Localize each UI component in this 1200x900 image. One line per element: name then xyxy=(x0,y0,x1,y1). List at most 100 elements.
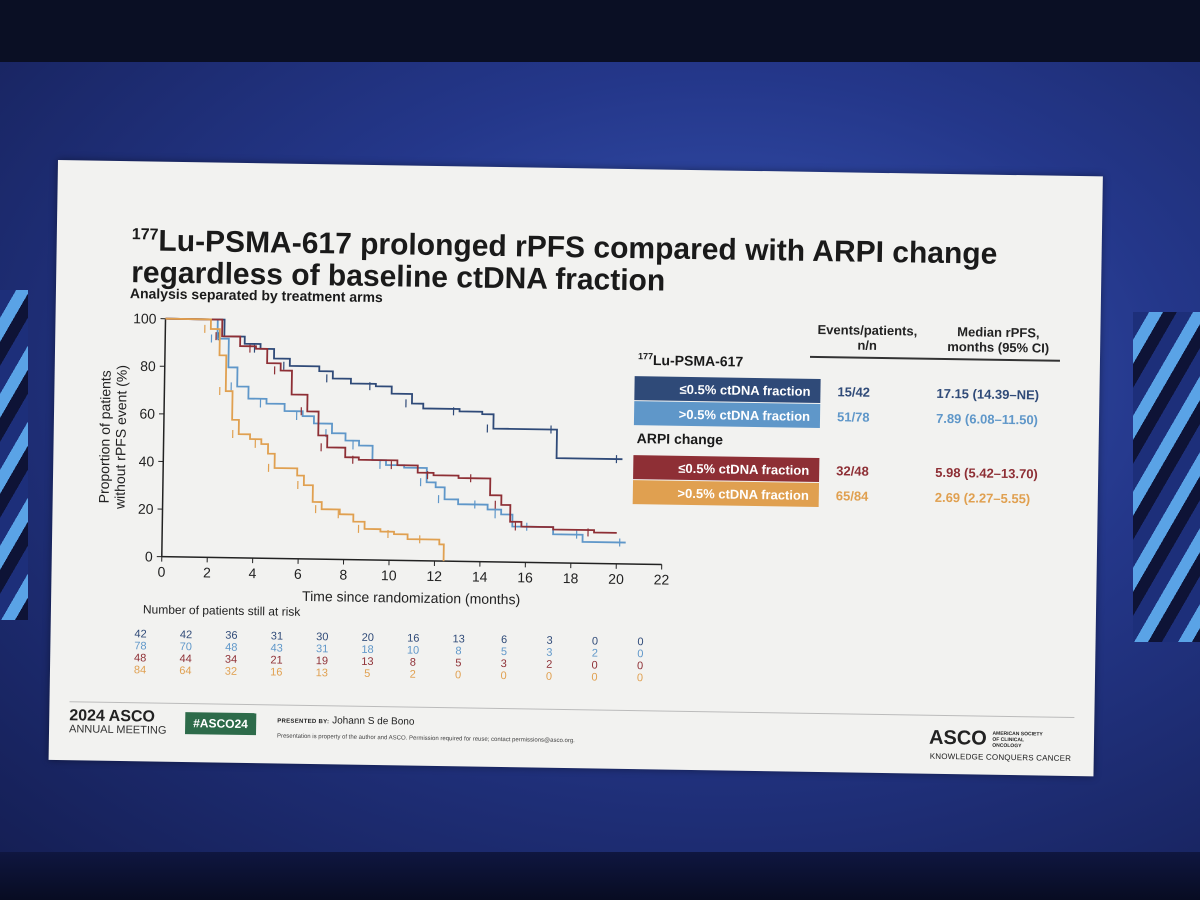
risk-cell: 0 xyxy=(637,660,643,672)
x-tick-label: 10 xyxy=(381,567,397,583)
km-curve-series-3 xyxy=(165,317,617,534)
stage-floor xyxy=(0,852,1200,900)
x-tick-label: 8 xyxy=(339,566,347,582)
x-tick-label: 14 xyxy=(472,569,488,585)
risk-cell: 21 xyxy=(270,654,282,666)
x-tick-label: 4 xyxy=(248,565,256,581)
risk-cell: 3 xyxy=(501,658,507,670)
risk-cell: 16 xyxy=(270,666,282,678)
annual-meeting: ANNUAL MEETING xyxy=(68,723,167,737)
presenter-name: Johann S de Bono xyxy=(332,715,415,728)
risk-cell: 84 xyxy=(134,664,146,676)
risk-cell: 70 xyxy=(180,641,192,653)
legend-box-lu-low: ≤0.5% ctDNA fraction xyxy=(634,376,821,404)
risk-cell: 5 xyxy=(501,646,507,658)
risk-cell: 20 xyxy=(362,632,374,644)
km-curve-series-4 xyxy=(165,317,445,562)
presenter-line: PRESENTED BY: Johann S de Bono xyxy=(277,715,415,728)
risk-table-title: Number of patients still at risk xyxy=(142,602,301,619)
events-column-header: Events/patients, n/n xyxy=(807,322,927,354)
risk-cell: 31 xyxy=(271,630,283,642)
y-tick-label: 0 xyxy=(145,548,153,564)
risk-cell: 34 xyxy=(225,654,237,666)
risk-cell: 48 xyxy=(225,642,237,654)
risk-cell: 5 xyxy=(455,657,461,669)
risk-table: 42 42 36 31 30 20 16 13 6 3 0 078 70 48 43 31 18 10 8 5 3 2 04… xyxy=(134,628,644,684)
x-tick-label: 0 xyxy=(158,564,166,580)
x-tick-label: 6 xyxy=(294,566,302,582)
x-tick-label: 16 xyxy=(517,569,533,585)
risk-cell: 48 xyxy=(134,652,146,664)
legend-box-arpi-high: >0.5% ctDNA fraction xyxy=(632,480,820,507)
y-tick-label: 40 xyxy=(139,453,155,469)
risk-cell: 13 xyxy=(361,656,373,668)
events-arpi-low: 32/48 xyxy=(836,463,869,479)
legend-group-lu-psma: 177Lu-PSMA-617 xyxy=(638,351,744,369)
x-tick-label: 22 xyxy=(654,571,670,587)
risk-cell: 2 xyxy=(410,669,416,681)
y-tick-label: 80 xyxy=(140,358,156,374)
risk-cell: 13 xyxy=(452,633,464,645)
group-label-lu-psma: Lu-PSMA-617 xyxy=(652,352,744,370)
median-arpi-low: 5.98 (5.42–13.70) xyxy=(935,464,1038,482)
risk-cell: 43 xyxy=(270,642,282,654)
risk-cell: 10 xyxy=(407,645,419,657)
left-stage-graphic xyxy=(0,290,28,620)
median-column-header: Median rPFS, months (95% CI) xyxy=(933,324,1063,356)
risk-cell: 16 xyxy=(407,633,419,645)
x-tick-label: 12 xyxy=(426,568,442,584)
events-lu-low: 15/42 xyxy=(837,384,871,400)
events-header-line-2: n/n xyxy=(857,337,878,353)
events-header-line-1: Events/patients, xyxy=(817,321,918,339)
y-tick-label: 20 xyxy=(138,501,154,517)
x-axis-label: Time since randomization (months) xyxy=(302,588,520,607)
legend-group-arpi: ARPI change xyxy=(636,430,724,448)
risk-cell: 0 xyxy=(592,635,598,647)
y-axis-label-line-2: without rPFS event (%) xyxy=(112,365,130,510)
km-chart: 0 2 4 6 8 10 12 14 16 18 20 22 0 20 40 60 80 100 Time sinc… xyxy=(96,310,670,607)
hashtag-badge: #ASCO24 xyxy=(184,712,257,736)
y-tick-label: 60 xyxy=(139,406,155,422)
risk-cell: 8 xyxy=(455,645,461,657)
asco-tagline: KNOWLEDGE CONQUERS CANCER xyxy=(929,751,1072,763)
asco-wordmark: ASCO xyxy=(928,726,987,750)
asco-small-text: AMERICAN SOCIETY OF CLINICAL ONCOLOGY xyxy=(992,730,1043,749)
presented-by-label: PRESENTED BY: xyxy=(277,718,330,726)
risk-cell: 0 xyxy=(546,671,552,683)
risk-cell: 42 xyxy=(180,629,192,641)
risk-cell: 44 xyxy=(179,653,191,665)
legend-box-lu-high: >0.5% ctDNA fraction xyxy=(633,401,821,429)
group-superscript: 177 xyxy=(637,351,654,362)
risk-cell: 0 xyxy=(637,648,643,660)
slide: 177Lu-PSMA-617 prolonged rPFS compared w… xyxy=(48,160,1103,777)
risk-cell: 19 xyxy=(316,655,328,667)
y-axis-label-line-1: Proportion of patients xyxy=(96,370,114,503)
risk-cell: 36 xyxy=(225,630,237,642)
risk-cell: 64 xyxy=(179,665,191,677)
risk-cell: 13 xyxy=(316,667,328,679)
median-arpi-high: 2.69 (2.27–5.55) xyxy=(934,489,1031,507)
legend-box-arpi-low: ≤0.5% ctDNA fraction xyxy=(633,455,820,482)
risk-cell: 8 xyxy=(410,657,416,669)
risk-cell: 2 xyxy=(546,659,552,671)
right-stage-graphic xyxy=(1133,312,1200,642)
risk-cell: 0 xyxy=(637,672,643,684)
risk-cell: 0 xyxy=(455,669,461,681)
risk-cell: 0 xyxy=(591,671,597,683)
median-lu-high: 7.89 (6.08–11.50) xyxy=(935,410,1039,428)
risk-cell: 0 xyxy=(500,670,506,682)
km-curve-series-2 xyxy=(165,317,626,544)
x-axis xyxy=(161,555,662,566)
disclaimer: Presentation is property of the author a… xyxy=(276,733,575,745)
risk-cell: 18 xyxy=(361,644,373,656)
y-axis xyxy=(161,318,167,557)
risk-cell: 0 xyxy=(637,636,643,648)
risk-cell: 2 xyxy=(592,647,598,659)
risk-cell: 3 xyxy=(546,647,552,659)
asco-logo: ASCO AMERICAN SOCIETY OF CLINICAL ONCOLO… xyxy=(929,727,1049,752)
median-lu-low: 17.15 (14.39–NE) xyxy=(936,385,1040,403)
x-tick-label: 20 xyxy=(608,571,624,587)
risk-cell: 3 xyxy=(546,635,552,647)
risk-cell: 42 xyxy=(134,628,146,640)
risk-cell: 6 xyxy=(501,634,507,646)
